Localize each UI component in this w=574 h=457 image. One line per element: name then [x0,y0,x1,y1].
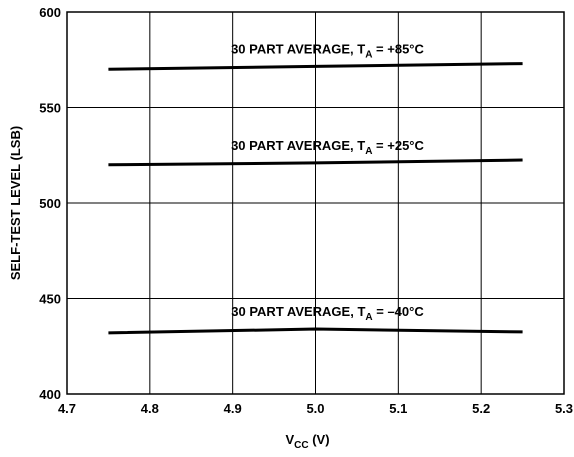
y-tick-label: 600 [39,5,61,20]
x-axis-label-main: V [285,432,294,447]
data-line [108,158,523,167]
annotation-text: 30 PART AVERAGE, T [231,138,365,153]
data-line [108,62,523,71]
annotation-sub: A [365,49,372,60]
data-line [108,327,523,335]
annotation-tail: = –40°C [373,304,425,319]
annotation-text: 30 PART AVERAGE, T [231,41,365,56]
annotation-text: 30 PART AVERAGE, T [231,304,365,319]
x-tick-label: 5.0 [306,401,324,416]
annotation-tail: = +25°C [372,138,424,153]
annotation-sub: A [365,146,372,157]
x-tick-label: 4.9 [224,401,242,416]
x-axis-label-tail: (V) [309,432,330,447]
x-tick-label: 4.7 [58,401,76,416]
annotation: 30 PART AVERAGE, TA = –40°C [231,304,424,323]
x-axis-label: VCC (V) [285,432,329,451]
y-tick-label: 550 [39,101,61,116]
plot-frame [66,11,565,395]
x-tick-label: 5.2 [472,401,490,416]
y-tick-label: 450 [39,292,61,307]
y-tick-label: 500 [39,196,61,211]
x-tick-label: 5.1 [389,401,407,416]
annotation-tail: = +85°C [372,41,424,56]
x-tick-label: 4.8 [141,401,159,416]
annotation: 30 PART AVERAGE, TA = +25°C [231,138,424,157]
annotation-sub: A [365,312,372,323]
y-axis-label: SELF-TEST LEVEL (LSB) [8,126,23,280]
x-tick-label: 5.3 [555,401,573,416]
annotation: 30 PART AVERAGE, TA = +85°C [231,41,424,60]
y-tick-label: 400 [39,387,61,402]
x-axis-label-sub: CC [294,440,308,451]
